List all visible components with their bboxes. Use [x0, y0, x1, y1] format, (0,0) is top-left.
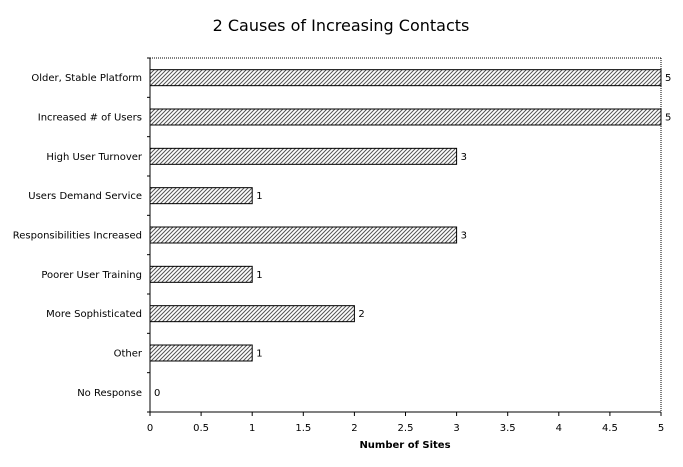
- x-tick-label: 4: [556, 423, 562, 434]
- category-label: Increased # of Users: [38, 113, 142, 124]
- chart-title: 2 Causes of Increasing Contacts: [213, 16, 470, 35]
- data-label: 1: [256, 191, 262, 202]
- data-label: 1: [256, 270, 262, 281]
- data-label: 0: [154, 388, 160, 399]
- data-label: 3: [461, 152, 467, 163]
- x-tick-label: 2.5: [398, 423, 414, 434]
- x-tick-label: 0.5: [193, 423, 209, 434]
- x-tick-label: 3.5: [500, 423, 516, 434]
- bar: [149, 265, 253, 283]
- x-tick-label: 5: [658, 423, 664, 434]
- data-label: 1: [256, 349, 262, 360]
- data-label: 5: [665, 73, 671, 84]
- bar: [149, 305, 355, 323]
- data-label: 2: [358, 309, 364, 320]
- data-label: 3: [461, 231, 467, 242]
- category-label: Other: [114, 349, 143, 360]
- category-label: Poorer User Training: [41, 270, 142, 281]
- bar: [149, 226, 458, 244]
- category-label: No Response: [77, 388, 142, 399]
- bar: [149, 344, 253, 362]
- data-label: 5: [665, 113, 671, 124]
- x-tick-label: 1: [249, 423, 255, 434]
- bar: [149, 69, 662, 87]
- x-axis-title: Number of Sites: [359, 440, 450, 451]
- x-tick-label: 1.5: [295, 423, 311, 434]
- bar: [149, 108, 662, 126]
- category-label: Older, Stable Platform: [31, 73, 142, 84]
- x-tick-label: 4.5: [602, 423, 618, 434]
- x-tick-label: 3: [453, 423, 459, 434]
- x-tick-label: 0: [147, 423, 153, 434]
- category-label: High User Turnover: [46, 152, 143, 163]
- category-label: More Sophisticated: [46, 309, 142, 320]
- category-label: Users Demand Service: [28, 191, 142, 202]
- bar: [149, 147, 458, 165]
- category-label: Responsibilities Increased: [13, 231, 142, 242]
- x-tick-label: 2: [351, 423, 357, 434]
- bar: [149, 187, 253, 205]
